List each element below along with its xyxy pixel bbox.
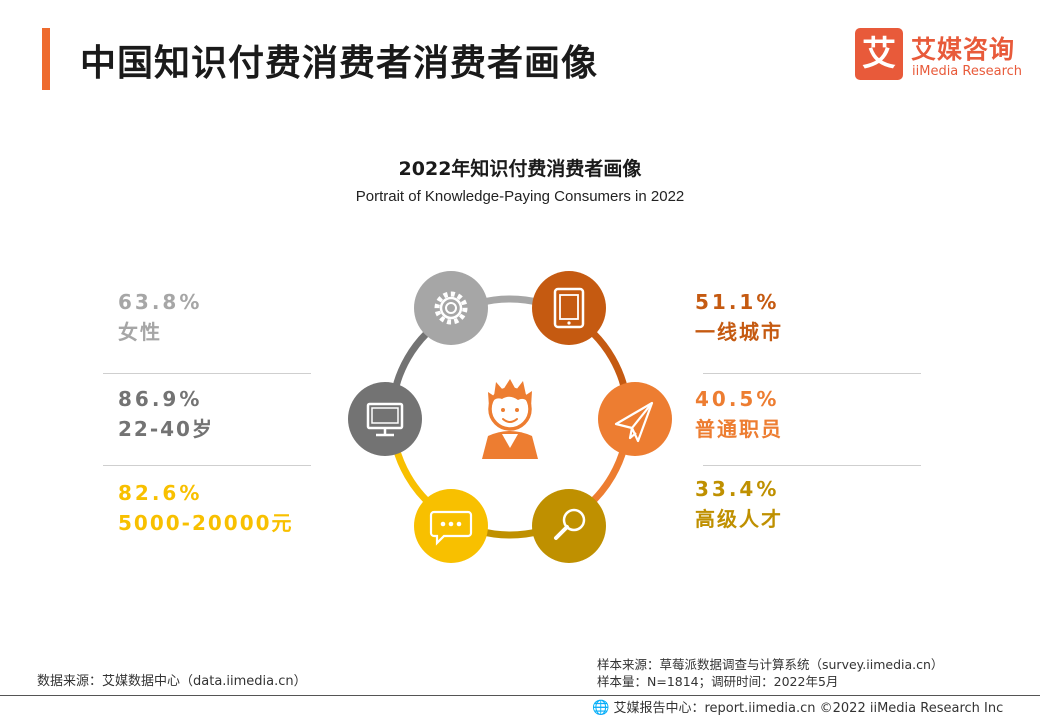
stat-female-label: 女性 xyxy=(118,320,162,344)
stat-staff: 40.5% 普通职员 xyxy=(695,384,783,444)
gear-icon xyxy=(434,291,468,325)
magnifier-icon xyxy=(554,508,586,540)
stat-senior-talent-value: 33.4% xyxy=(695,477,780,501)
logo-mark: 艾 xyxy=(855,28,903,80)
stat-age-label: 22-40岁 xyxy=(118,417,214,441)
stat-female: 63.8% 女性 xyxy=(118,287,202,347)
sample-source-note: 样本来源：草莓派数据调查与计算系统（survey.iimedia.cn） xyxy=(597,657,944,672)
chat-bubble-icon xyxy=(429,510,473,546)
magnifier-icon-node xyxy=(532,489,606,563)
paper-plane-icon xyxy=(614,401,654,443)
chart-subtitle: Portrait of Knowledge-Paying Consumers i… xyxy=(355,188,685,205)
data-source-note: 数据来源：艾媒数据中心（data.iimedia.cn） xyxy=(37,674,307,689)
paper-plane-icon-node xyxy=(598,382,672,456)
stat-female-value: 63.8% xyxy=(118,290,203,314)
iimedia-logo: 艾 艾媒咨询 iiMedia Research xyxy=(855,28,1025,84)
stat-income: 82.6% 5000-20000元 xyxy=(118,478,294,538)
footer-report-link[interactable]: 艾媒报告中心：report.iimedia.cn ©2022 iiMedia R… xyxy=(613,701,1004,716)
stat-age-value: 86.9% xyxy=(118,387,203,411)
sample-size-note: 样本量：N=1814；调研时间：2022年5月 xyxy=(597,674,839,689)
stat-staff-label: 普通职员 xyxy=(695,417,783,441)
left-divider-2 xyxy=(103,465,311,466)
gear-icon-node xyxy=(414,271,488,345)
stat-staff-value: 40.5% xyxy=(695,387,780,411)
globe-icon: 🌐 xyxy=(592,700,610,716)
footer-divider xyxy=(0,695,1040,696)
title-accent-bar xyxy=(42,28,50,90)
stat-income-label: 5000-20000元 xyxy=(118,511,294,535)
logo-english-text: iiMedia Research xyxy=(912,64,1023,79)
left-divider-1 xyxy=(103,373,311,374)
stat-income-value: 82.6% xyxy=(118,481,203,505)
person-icon xyxy=(482,379,538,459)
sample-info: 样本来源：草莓派数据调查与计算系统（survey.iimedia.cn） 样本量… xyxy=(597,656,943,690)
chat-bubble-icon-node xyxy=(414,489,488,563)
chart-title: 2022年知识付费消费者画像 xyxy=(398,158,642,180)
tablet-icon-node xyxy=(532,271,606,345)
tablet-icon xyxy=(553,287,585,329)
monitor-icon xyxy=(366,402,404,437)
monitor-icon-node xyxy=(348,382,422,456)
page-title: 中国知识付费消费者消费者画像 xyxy=(80,43,599,84)
stat-senior-talent-label: 高级人才 xyxy=(695,507,783,531)
footer: 🌐 艾媒报告中心：report.iimedia.cn ©2022 iiMedia … xyxy=(592,697,1003,716)
stat-senior-talent: 33.4% 高级人才 xyxy=(695,474,783,534)
stat-tier1-city: 51.1% 一线城市 xyxy=(695,287,783,347)
logo-chinese-text: 艾媒咨询 xyxy=(911,35,1016,64)
stat-tier1-city-value: 51.1% xyxy=(695,290,780,314)
right-divider-1 xyxy=(703,373,921,374)
stat-age: 86.9% 22-40岁 xyxy=(118,384,214,444)
right-divider-2 xyxy=(703,465,921,466)
stat-tier1-city-label: 一线城市 xyxy=(695,320,783,344)
